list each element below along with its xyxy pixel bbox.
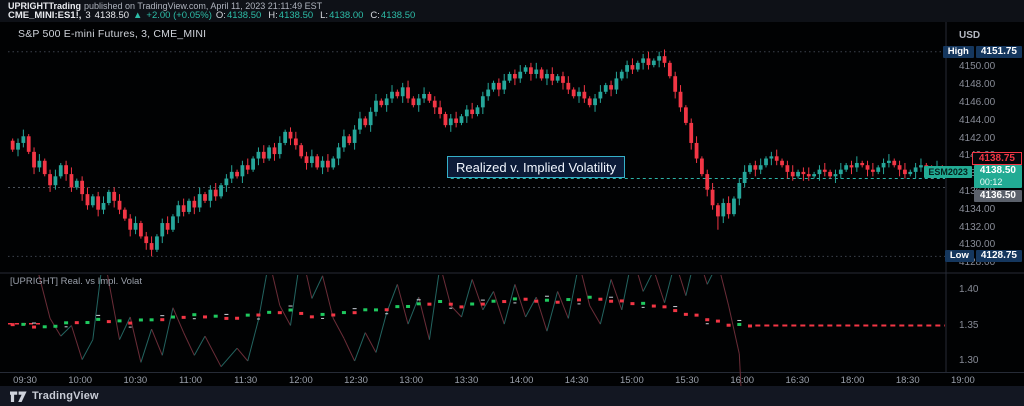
publisher-name[interactable]: UPRIGHTTrading bbox=[8, 1, 82, 11]
change-value: +2.00 (+0.05%) bbox=[146, 10, 212, 21]
open-label: O: bbox=[215, 10, 226, 21]
price-tick-label: 4150.00 bbox=[959, 61, 996, 73]
open-value: 4138.50 bbox=[226, 10, 262, 21]
candlestick-series bbox=[10, 49, 945, 257]
price-tick-label: 4134.00 bbox=[959, 203, 996, 215]
close-label: C: bbox=[370, 10, 380, 21]
high-badge-value: 4151.75 bbox=[975, 45, 1022, 58]
publish-info-line: UPRIGHTTrading published on TradingView.c… bbox=[8, 1, 322, 11]
time-axis-label: 11:30 bbox=[234, 375, 258, 386]
session-low-badge: Low 4128.75 bbox=[944, 250, 1022, 263]
price-tick-label: 4144.00 bbox=[959, 114, 996, 126]
price-tick-label: 4130.00 bbox=[959, 239, 996, 251]
change-arrow-icon: ▲ bbox=[133, 10, 143, 21]
symbol-title[interactable]: CME_MINI:ES1!, bbox=[8, 10, 82, 21]
session-high-badge: High 4151.75 bbox=[942, 45, 1022, 58]
price-tick-label: 4128.00 bbox=[959, 257, 996, 269]
contract-badge: ESM2023 bbox=[924, 166, 972, 178]
last-price-value: 4138.50 bbox=[94, 10, 130, 21]
high-label: H: bbox=[268, 10, 278, 21]
price-tick-label: 4148.00 bbox=[959, 79, 996, 91]
level-price-badge: 4136.50 bbox=[973, 190, 1022, 202]
high-badge-label: High bbox=[942, 45, 974, 58]
high-value: 4138.50 bbox=[278, 10, 314, 21]
chart-plot bbox=[0, 22, 1024, 386]
bar-countdown: 00:12 bbox=[979, 177, 1003, 187]
time-axis-label: 15:00 bbox=[619, 375, 644, 386]
low-value: 4138.00 bbox=[329, 10, 364, 21]
low-label: L: bbox=[320, 10, 329, 21]
tradingview-brand[interactable]: TradingView bbox=[32, 390, 99, 402]
level-lines bbox=[8, 51, 945, 257]
time-axis-label: 10:30 bbox=[123, 375, 148, 386]
time-axis[interactable]: 09:30 10:00 10:30 11:00 11:30 12:00 12:30 13:00… bbox=[0, 373, 1024, 386]
interval-value: 3 bbox=[85, 10, 91, 21]
time-axis-label: 09:30 bbox=[13, 375, 37, 386]
time-axis-label: 12:30 bbox=[344, 375, 368, 386]
time-axis-label: 14:00 bbox=[509, 375, 534, 386]
price-tick-label: 4146.00 bbox=[959, 96, 996, 108]
pane-separators bbox=[0, 22, 1024, 373]
price-tick-label: 4142.00 bbox=[959, 132, 996, 144]
annotation-label[interactable]: Realized v. Implied Volatility bbox=[447, 156, 626, 178]
price-tick-label: 4132.00 bbox=[959, 221, 996, 233]
time-axis-label: 10:00 bbox=[68, 375, 93, 386]
low-badge-label: Low bbox=[944, 250, 974, 263]
indicator-tick-label: 1.30 bbox=[959, 355, 979, 366]
implied-volatility-series bbox=[10, 295, 752, 329]
low-badge-value: 4128.75 bbox=[975, 250, 1022, 263]
tradingview-logo-icon[interactable] bbox=[10, 390, 27, 403]
last-price-badge: ESM2023 4138.50 00:12 bbox=[924, 165, 1022, 188]
last-price-badge-value: 4138.50 bbox=[979, 165, 1016, 176]
time-axis-label: 13:00 bbox=[399, 375, 424, 386]
indicator-tick-label: 1.40 bbox=[959, 284, 979, 295]
indicator-tick-label: 1.35 bbox=[959, 319, 979, 331]
time-axis-label: 13:30 bbox=[454, 375, 479, 386]
time-axis-label: 19:00 bbox=[950, 375, 975, 386]
time-axis-label: 15:30 bbox=[675, 375, 699, 386]
ask-price-badge: 4138.75 bbox=[971, 152, 1022, 165]
time-axis-label: 11:00 bbox=[178, 375, 203, 386]
time-axis-label: 18:30 bbox=[895, 375, 920, 386]
symbol-status-line: CME_MINI:ES1!, 3 4138.50 ▲ +2.00 (+0.05%) O:4… bbox=[8, 11, 422, 21]
time-axis-label: 12:00 bbox=[288, 375, 313, 386]
time-axis-label: 14:30 bbox=[564, 375, 589, 386]
indicator-legend-title[interactable]: [UPRIGHT] Real. vs Impl. Volat bbox=[10, 276, 142, 287]
currency-label: USD bbox=[959, 30, 981, 41]
close-value: 4138.50 bbox=[380, 10, 416, 21]
publish-header: UPRIGHTTrading published on TradingView.c… bbox=[0, 0, 1024, 22]
footer-bar: TradingView bbox=[0, 386, 1024, 406]
chart-canvas[interactable]: S&P 500 E-mini Futures, 3, CME_MINI [UPR… bbox=[0, 22, 1024, 386]
price-axis[interactable]: 4150.004148.004146.004144.004142.004140.… bbox=[924, 22, 1024, 386]
publish-info: published on TradingView.com, April 11, … bbox=[84, 1, 323, 11]
time-axis-label: 18:00 bbox=[840, 375, 865, 386]
time-axis-label: 16:00 bbox=[730, 375, 755, 386]
chart-legend-title[interactable]: S&P 500 E-mini Futures, 3, CME_MINI bbox=[18, 28, 207, 40]
time-axis-label: 16:30 bbox=[785, 375, 810, 386]
